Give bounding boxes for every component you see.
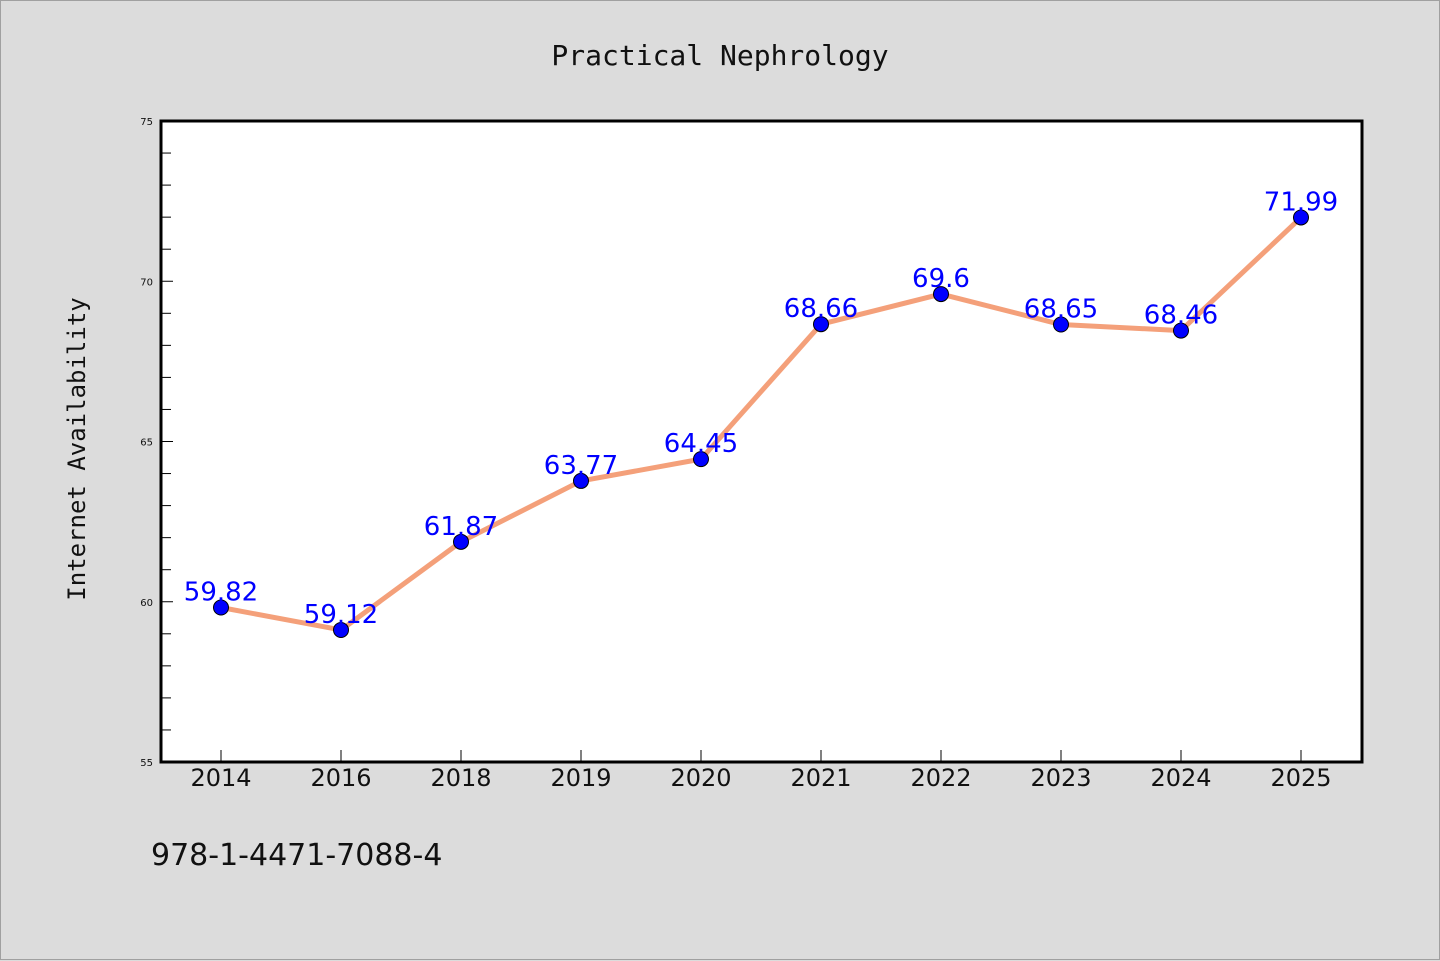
x-tick-label: 2018: [430, 764, 491, 792]
data-label: 68.65: [1024, 295, 1098, 325]
x-tick-label: 2014: [190, 764, 251, 792]
data-label: 64.45: [664, 429, 738, 459]
data-point: [213, 599, 229, 616]
data-label: 59.12: [304, 600, 378, 630]
x-tick-label: 2019: [550, 764, 611, 792]
data-point: [1053, 316, 1069, 333]
x-tick-label: 2016: [310, 764, 371, 792]
chart-title: Practical Nephrology: [551, 39, 888, 72]
data-point: [1293, 209, 1309, 226]
data-point: [933, 286, 949, 303]
y-axis-label: Internet Availability: [63, 297, 91, 600]
data-point: [1173, 322, 1189, 339]
plot-area: [161, 121, 1362, 762]
series-line: [218, 214, 1304, 633]
data-label: 63.77: [544, 451, 618, 481]
data-point: [333, 621, 349, 638]
data-label: 71.99: [1264, 187, 1338, 217]
y-tick-label: 70: [140, 277, 153, 288]
series-layer: 59.82 59.12 61.87 63.77 64.45 68.66 69.6 68.65 6…: [184, 187, 1338, 638]
data-label: 69.6: [912, 264, 970, 294]
plot-border: [159, 119, 1364, 764]
x-tick-label: 2021: [790, 764, 851, 792]
y-tick-label: 75: [140, 117, 153, 128]
x-tick-label: 2025: [1270, 764, 1331, 792]
data-label: 68.46: [1144, 301, 1218, 331]
data-label: 59.82: [184, 578, 258, 608]
data-label: 61.87: [424, 512, 498, 542]
x-tick-label: 2024: [1150, 764, 1211, 792]
y-tick-label: 65: [140, 438, 153, 449]
x-tick-label: 2020: [670, 764, 731, 792]
data-point: [453, 533, 469, 550]
y-tick-label: 60: [140, 598, 153, 609]
y-axis-ticks: 55 60 65 70 75: [140, 117, 173, 769]
x-tick-label: 2022: [910, 764, 971, 792]
isbn-text: 978-1-4471-7088-4: [151, 838, 442, 873]
data-label: 68.66: [784, 294, 858, 324]
data-point: [573, 472, 589, 489]
y-tick-label: 55: [140, 758, 153, 769]
x-axis-ticks: 2014 2016 2018 2019 2020 2021 2022 2023 2024 2025: [190, 750, 1332, 792]
data-point: [813, 316, 829, 333]
data-point: [693, 451, 709, 468]
x-tick-label: 2023: [1030, 764, 1091, 792]
